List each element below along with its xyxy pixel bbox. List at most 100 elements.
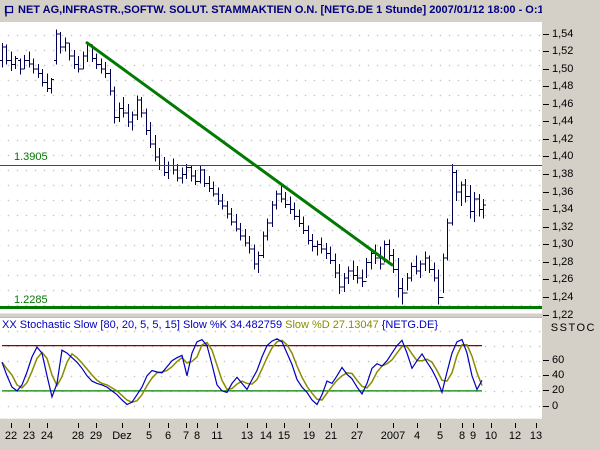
price-axis-label: 1,34 — [552, 203, 574, 216]
date-axis-label: 5 — [145, 430, 153, 442]
title-bar[interactable]: NET AG,INFRASTR.,SOFTW. SOLUT. STAMMAKTI… — [0, 0, 600, 22]
date-axis-label: 27 — [350, 430, 364, 442]
date-axis-tick — [536, 423, 537, 428]
date-axis-tick — [186, 423, 187, 428]
price-axis-label: 1,50 — [552, 62, 574, 75]
stoch-axis-tick — [543, 375, 549, 377]
price-axis-label: 1,36 — [552, 185, 574, 198]
price-axis-label: 1,42 — [552, 132, 574, 145]
date-axis-label: 15 — [277, 430, 291, 442]
date-axis-label: 6 — [164, 430, 172, 442]
date-axis-label: 10 — [484, 430, 498, 442]
date-axis-tick — [417, 423, 418, 428]
flag-window-icon[interactable] — [3, 5, 15, 17]
level-value-label: 1.2285 — [14, 293, 48, 306]
date-axis-tick — [96, 423, 97, 428]
date-axis-label: 12 — [508, 430, 522, 442]
price-axis-label: 1,28 — [552, 255, 574, 268]
stochastic-d-label: Slow %D 27.13047 — [285, 319, 382, 331]
date-axis-tick — [29, 423, 30, 428]
stoch-axis-label: 20 — [552, 384, 565, 397]
date-axis-tick — [284, 423, 285, 428]
date-axis-tick — [149, 423, 150, 428]
date-axis-tick — [47, 423, 48, 428]
date-axis-tick — [217, 423, 218, 428]
stochastic-panel[interactable] — [0, 318, 542, 418]
panel-divider[interactable] — [0, 313, 542, 318]
date-axis-label: 14 — [259, 430, 273, 442]
price-axis-tick — [543, 174, 549, 175]
date-axis-label: 5 — [436, 430, 444, 442]
price-axis-label: 1,54 — [552, 27, 574, 40]
price-axis-tick — [543, 138, 549, 140]
date-axis-tick — [515, 423, 516, 428]
price-axis-tick — [543, 33, 549, 35]
price-axis-label: 1,40 — [552, 150, 574, 163]
date-axis-tick — [11, 423, 12, 428]
price-axis-label: 1,48 — [552, 80, 574, 93]
price-axis-tick — [543, 279, 549, 281]
date-axis-label: 7 — [182, 430, 190, 442]
price-axis-tick — [543, 296, 549, 298]
date-axis-label: 22 — [4, 430, 18, 442]
stoch-axis-label: 40 — [552, 369, 565, 382]
price-axis-label: 1,22 — [552, 308, 574, 321]
date-axis-label: 9 — [469, 430, 477, 442]
price-axis-label: 1,30 — [552, 238, 574, 251]
price-axis-gutter — [542, 0, 600, 450]
date-axis-label: 19 — [302, 430, 316, 442]
price-axis-tick — [543, 86, 549, 88]
window-title: NET AG,INFRASTR.,SOFTW. SOLUT. STAMMAKTI… — [18, 4, 553, 16]
date-axis-tick — [393, 423, 394, 428]
price-axis-tick — [543, 261, 549, 263]
date-axis-tick — [266, 423, 267, 428]
price-axis-label: 1,52 — [552, 45, 574, 58]
price-axis-tick — [543, 51, 549, 53]
price-axis-tick — [543, 68, 549, 70]
level-value-label: 1.3905 — [14, 151, 48, 164]
price-axis-tick — [543, 226, 549, 228]
oscillator-name-label: SSTOC — [550, 322, 596, 334]
stoch-axis-label: 0 — [552, 399, 559, 412]
date-axis-tick — [78, 423, 79, 428]
date-axis-tick — [309, 423, 310, 428]
price-axis-label: 1,44 — [552, 115, 574, 128]
stoch-axis-tick — [543, 405, 549, 407]
date-axis-label: 8 — [458, 430, 466, 442]
date-axis-label: 28 — [71, 430, 85, 442]
date-axis-tick — [122, 423, 123, 428]
date-axis-tick — [197, 423, 198, 428]
price-axis-tick — [543, 103, 549, 105]
price-axis-tick — [543, 209, 549, 211]
price-axis-label: 1,46 — [552, 97, 574, 110]
date-axis-tick — [491, 423, 492, 428]
date-axis-tick — [331, 423, 332, 428]
date-axis-tick — [473, 423, 474, 428]
date-axis-tick — [357, 423, 358, 428]
date-axis-label: 13 — [240, 430, 254, 442]
price-axis-label: 1,38 — [552, 168, 574, 180]
stoch-axis-tick — [543, 390, 549, 392]
date-axis-label: 24 — [40, 430, 54, 442]
price-axis-tick — [543, 191, 549, 193]
price-axis-tick — [543, 244, 549, 246]
stochastic-k-label: XX Stochastic Slow [80, 20, 5, 5, 15] Sl… — [2, 319, 286, 331]
date-axis-label: 13 — [529, 430, 543, 442]
stochastic-header: XX Stochastic Slow [80, 20, 5, 5, 15] Sl… — [2, 319, 438, 331]
price-chart-panel[interactable] — [0, 22, 542, 313]
price-axis-label: 1,32 — [552, 220, 574, 233]
date-axis-label: 8 — [193, 430, 201, 442]
price-axis-tick — [543, 156, 549, 158]
price-axis-tick — [543, 314, 549, 316]
stoch-axis-label: 60 — [552, 354, 565, 367]
price-axis-tick — [543, 121, 549, 123]
date-axis-tick — [247, 423, 248, 428]
date-axis-label: 21 — [324, 430, 338, 442]
date-axis-label: 29 — [89, 430, 103, 442]
stoch-axis-tick — [543, 360, 549, 362]
date-axis-label: 11 — [211, 430, 223, 442]
date-axis-tick — [168, 423, 169, 428]
date-axis-tick — [440, 423, 441, 428]
stochastic-symbol-label: {NETG.DE} — [381, 319, 438, 331]
